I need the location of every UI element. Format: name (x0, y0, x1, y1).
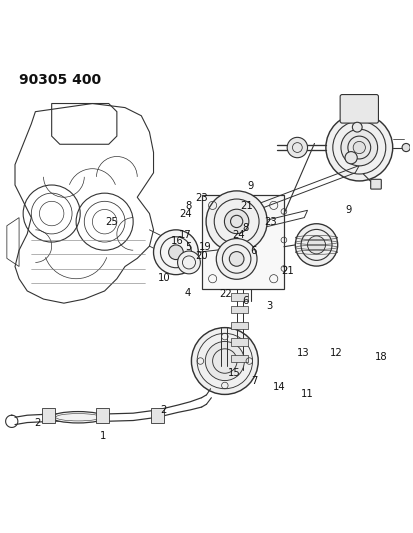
Text: 21: 21 (240, 201, 253, 211)
Text: 14: 14 (273, 382, 285, 392)
Text: 18: 18 (375, 352, 387, 362)
Text: 13: 13 (297, 348, 310, 358)
Text: 10: 10 (157, 273, 170, 283)
Circle shape (224, 209, 249, 233)
Text: 23: 23 (195, 193, 208, 203)
Circle shape (169, 245, 183, 260)
Circle shape (205, 342, 244, 381)
Text: 17: 17 (179, 230, 192, 240)
Text: 8: 8 (185, 201, 191, 211)
Circle shape (287, 138, 308, 158)
Text: 12: 12 (330, 348, 342, 358)
FancyBboxPatch shape (42, 408, 55, 423)
Text: 8: 8 (242, 223, 248, 233)
Text: 9: 9 (247, 181, 254, 191)
Ellipse shape (52, 411, 104, 423)
Text: 4: 4 (185, 288, 191, 298)
FancyBboxPatch shape (231, 293, 249, 301)
Circle shape (353, 141, 366, 154)
Text: 90305 400: 90305 400 (19, 73, 101, 87)
Text: 9: 9 (345, 205, 351, 215)
Circle shape (178, 251, 200, 274)
Circle shape (326, 114, 393, 181)
FancyBboxPatch shape (231, 354, 249, 362)
FancyBboxPatch shape (371, 179, 381, 189)
Circle shape (191, 328, 258, 394)
Circle shape (216, 239, 257, 279)
Text: 11: 11 (301, 389, 314, 399)
FancyBboxPatch shape (151, 408, 164, 423)
FancyBboxPatch shape (231, 305, 249, 313)
Circle shape (402, 143, 410, 151)
Text: 16: 16 (171, 236, 183, 246)
Circle shape (206, 191, 267, 252)
Text: 6: 6 (250, 246, 256, 256)
FancyBboxPatch shape (96, 408, 109, 423)
Circle shape (352, 122, 362, 132)
FancyBboxPatch shape (231, 338, 249, 345)
FancyBboxPatch shape (231, 322, 249, 329)
Text: 25: 25 (106, 217, 119, 228)
Circle shape (308, 236, 325, 254)
Circle shape (229, 252, 244, 266)
Text: 24: 24 (179, 209, 192, 220)
Text: 23: 23 (265, 217, 277, 228)
Text: 1: 1 (100, 431, 106, 441)
Text: 2: 2 (161, 405, 167, 415)
Circle shape (341, 129, 377, 166)
Text: 7: 7 (252, 376, 258, 386)
Text: 5: 5 (185, 242, 191, 252)
FancyBboxPatch shape (202, 195, 284, 289)
Text: 22: 22 (220, 289, 233, 299)
Circle shape (154, 230, 198, 274)
Text: 2: 2 (34, 418, 40, 429)
Text: 15: 15 (228, 368, 241, 378)
Text: 3: 3 (266, 302, 273, 311)
Text: 21: 21 (281, 266, 294, 277)
Circle shape (295, 224, 338, 266)
Text: 19: 19 (199, 242, 212, 252)
FancyBboxPatch shape (340, 94, 378, 123)
Text: 24: 24 (232, 230, 244, 240)
Text: 6: 6 (242, 296, 248, 306)
Text: 20: 20 (195, 252, 208, 261)
Circle shape (345, 151, 357, 164)
